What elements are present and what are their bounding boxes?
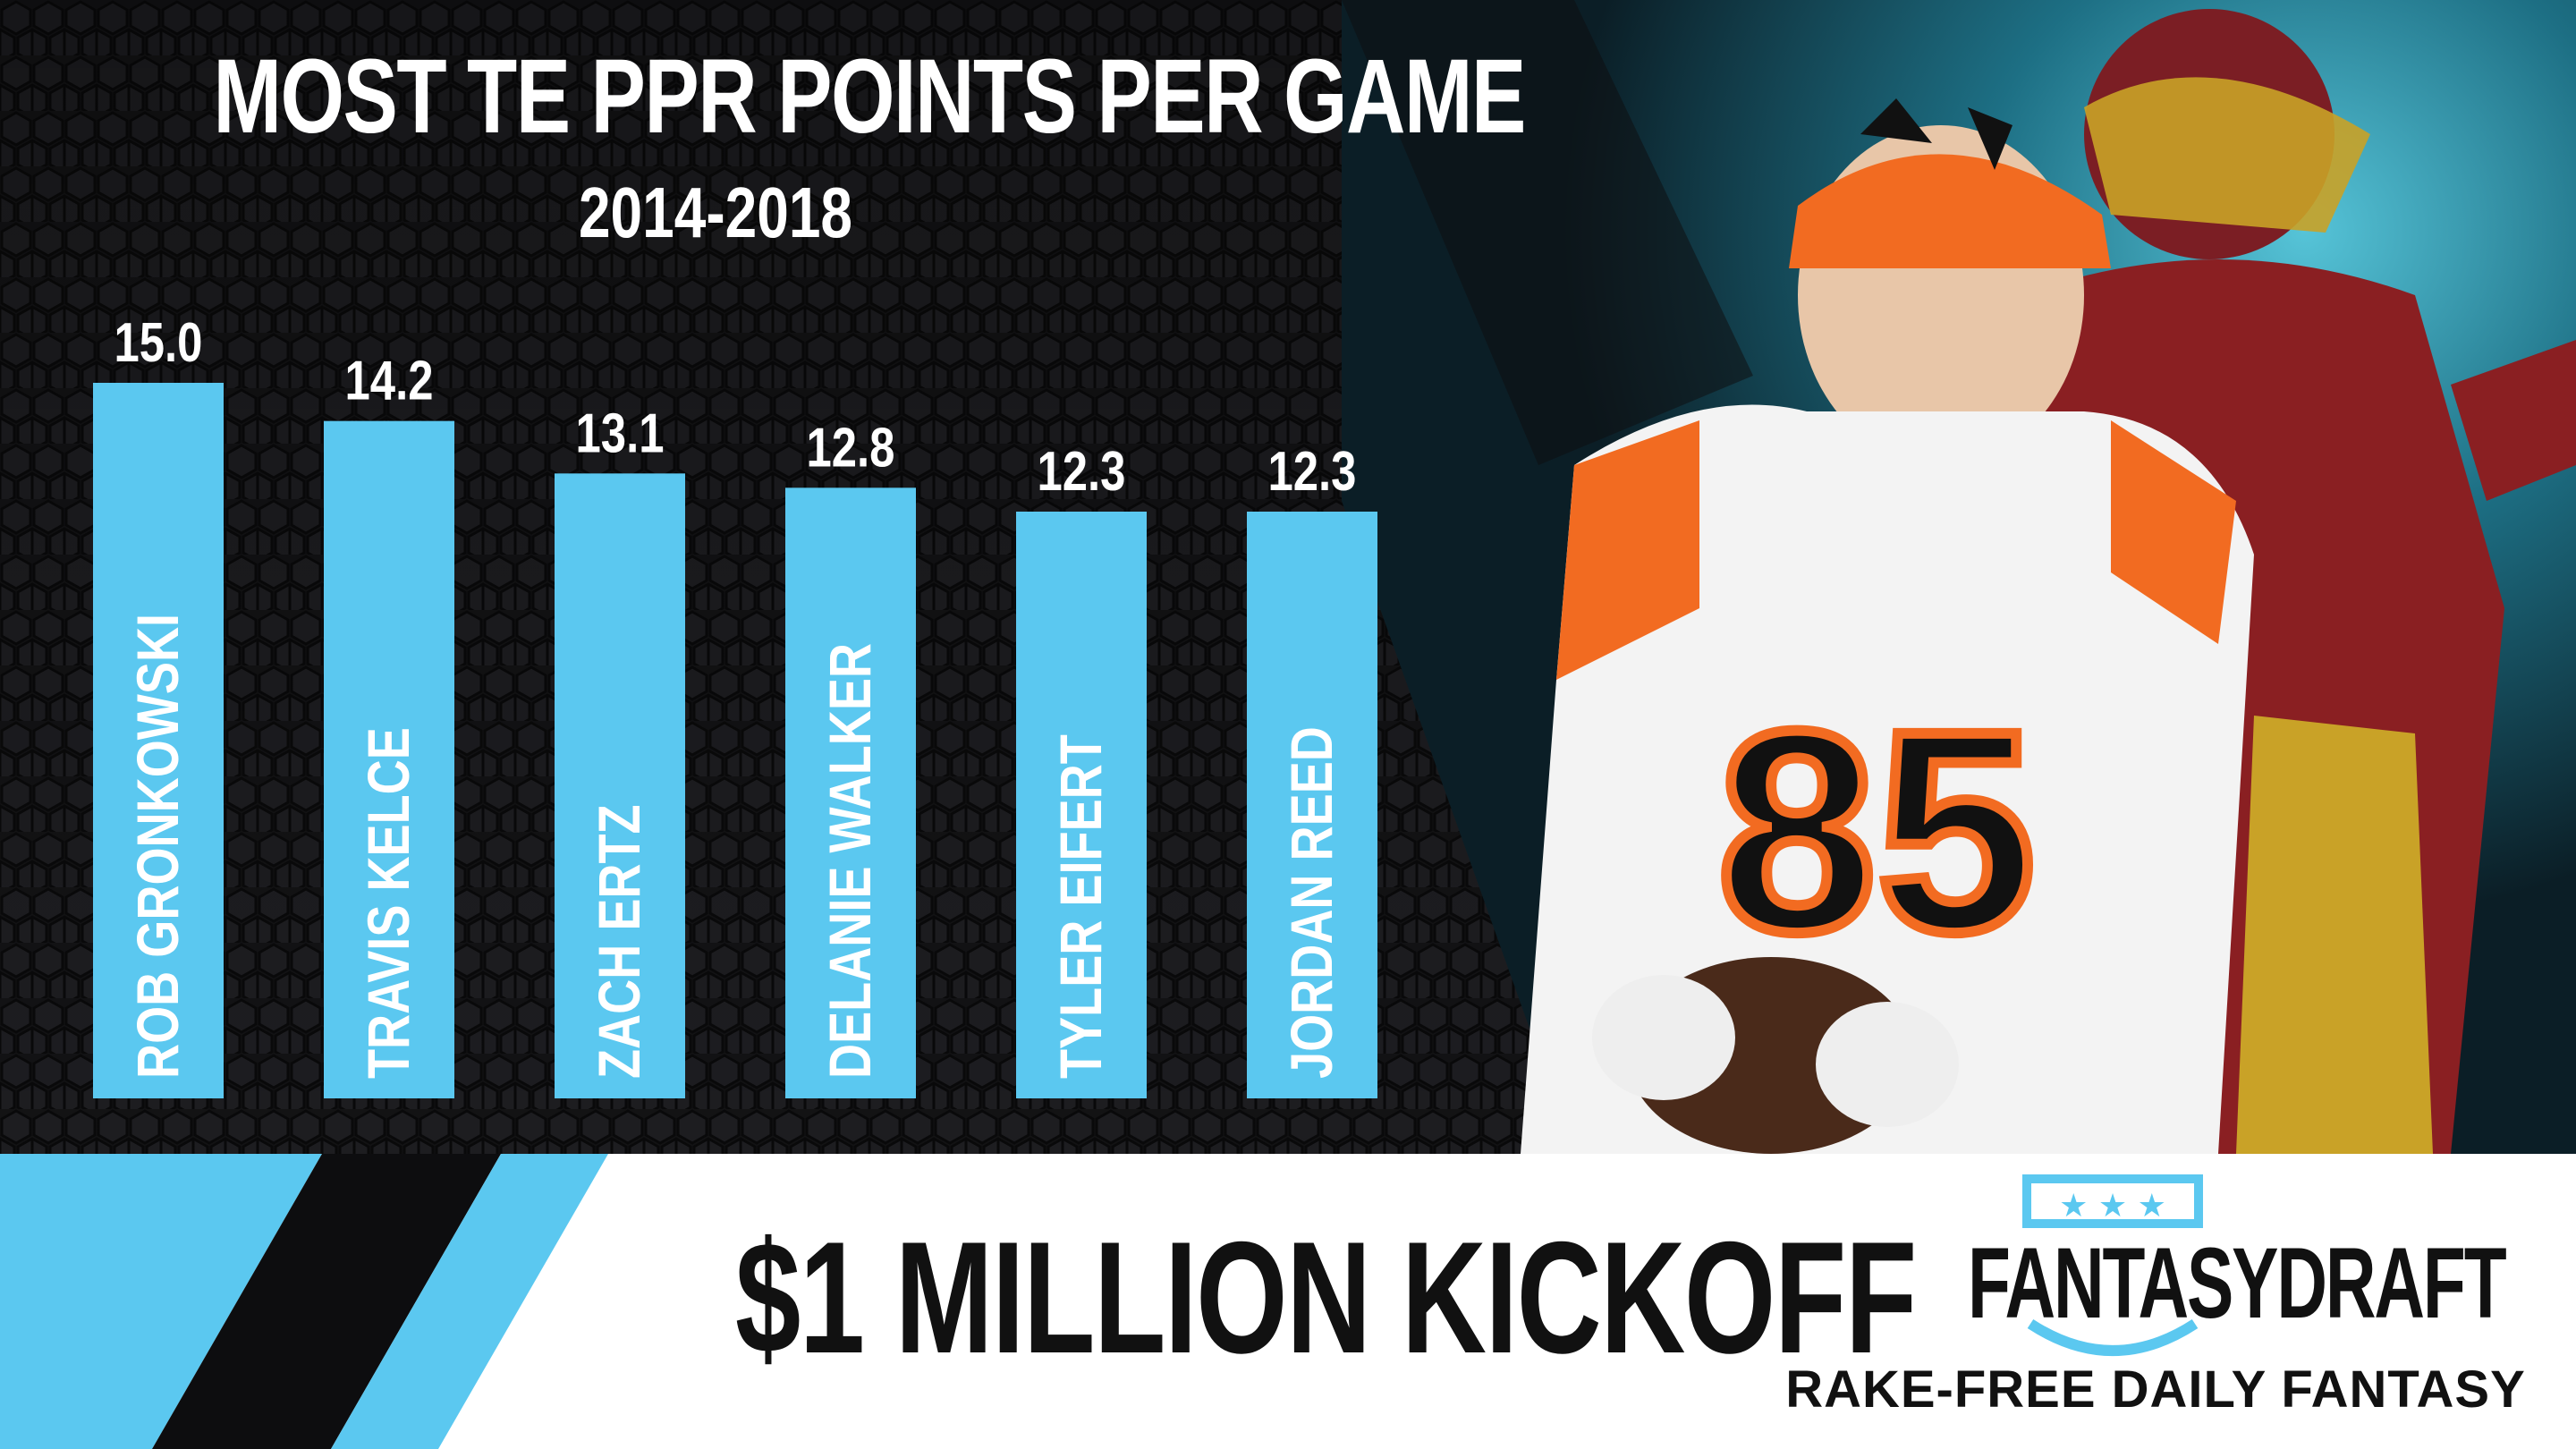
value-label: 14.2 xyxy=(345,351,434,412)
svg-text:★ ★ ★: ★ ★ ★ xyxy=(2059,1188,2166,1224)
stripe-black xyxy=(152,1154,501,1449)
value-label: 12.3 xyxy=(1268,441,1357,503)
value-label: 12.3 xyxy=(1038,441,1126,503)
category-label: TYLER EIFERT xyxy=(1047,734,1114,1079)
player-illustration: 85 xyxy=(1521,9,2576,1154)
bar-zach-ertz xyxy=(555,473,685,1098)
bar-tyler-eifert xyxy=(1016,512,1147,1098)
value-label: 12.8 xyxy=(807,418,895,479)
chart-subtitle: 2014-2018 xyxy=(578,173,853,252)
category-label: ZACH ERTZ xyxy=(586,804,652,1079)
bar-jordan-reed xyxy=(1247,512,1377,1098)
shield-icon: ★ ★ ★ xyxy=(2022,1174,2203,1356)
category-label: DELANIE WALKER xyxy=(817,643,883,1079)
category-label: ROB GRONKOWSKI xyxy=(124,614,191,1079)
category-label: TRAVIS KELCE xyxy=(355,727,421,1079)
value-label: 15.0 xyxy=(114,312,203,374)
chart-title: MOST TE PPR POINTS PER GAME xyxy=(213,38,1526,156)
bar-travis-kelce xyxy=(324,420,454,1099)
brand-tagline: RAKE-FREE DAILY FANTASY xyxy=(1785,1360,2526,1419)
brand-logo: FANTASYDRAFT xyxy=(1968,1227,2507,1339)
stripe-blue-1 xyxy=(0,1154,322,1449)
promo-headline: $1 MILLION KICKOFF xyxy=(735,1208,1917,1386)
bar-delanie-walker xyxy=(785,487,916,1098)
value-label: 13.1 xyxy=(576,403,665,465)
bottom-banner: ★ ★ ★ xyxy=(0,1154,2576,1449)
stripe-blue-2 xyxy=(331,1154,608,1449)
svg-text:85: 85 xyxy=(1717,671,2036,991)
category-label: JORDAN REED xyxy=(1278,726,1344,1079)
bar-rob-gronkowski xyxy=(93,383,224,1098)
bars-layer: 15.0 ROB GRONKOWSKI 14.2 TRAVIS KELCE 13.1 ZA… xyxy=(93,312,1377,1099)
